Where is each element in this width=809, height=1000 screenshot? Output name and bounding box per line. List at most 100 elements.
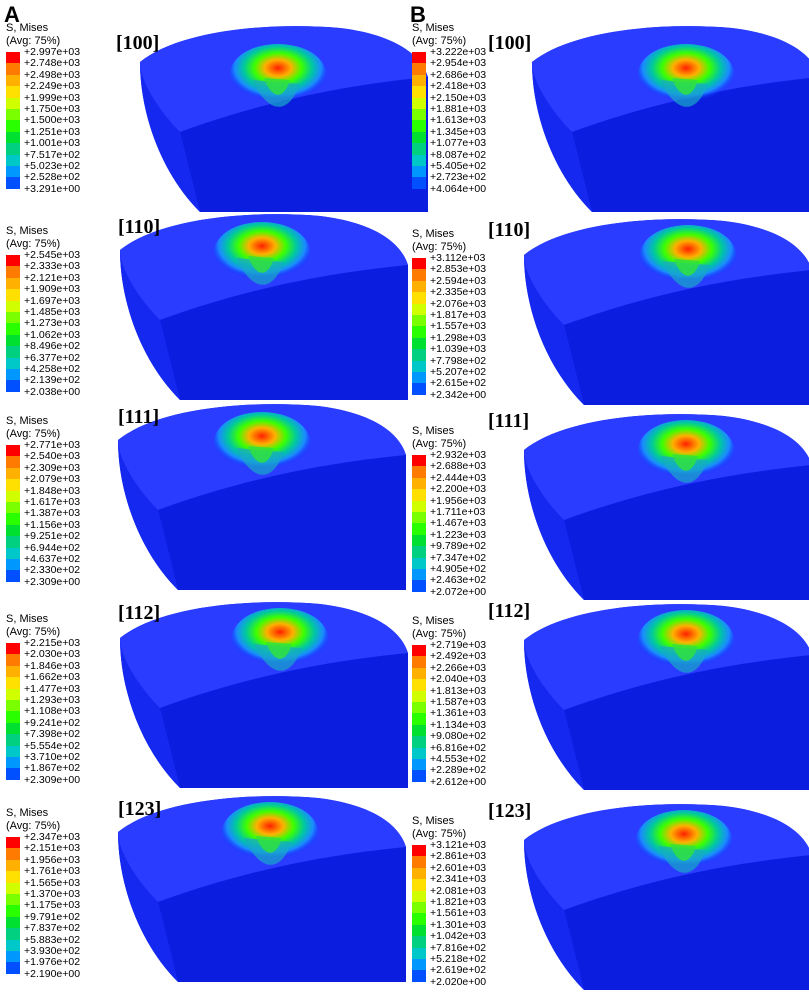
- fe-model-render: [524, 804, 809, 990]
- legend-value: +3.710e+02: [24, 750, 81, 763]
- legend-color-swatch: [6, 882, 20, 894]
- legend-value: +2.997e+03: [24, 46, 81, 58]
- legend-value: +2.330e+02: [24, 564, 81, 577]
- legend-title-averaging: (Avg: 75%): [6, 35, 61, 47]
- legend-title: S, Mises (Avg: 75%): [6, 613, 60, 639]
- legend-title-variable: S, Mises: [6, 22, 49, 34]
- legend-color-swatch: [6, 711, 20, 723]
- legend-value: +2.266e+03: [430, 661, 487, 674]
- legend-color-swatch: [6, 143, 20, 155]
- crystal-direction-label: [110]: [118, 216, 161, 238]
- legend-color-swatch: [6, 177, 20, 189]
- legend-value: +2.347e+03: [24, 831, 81, 843]
- legend-value: +2.619e+02: [430, 964, 487, 977]
- legend-value: +1.999e+03: [24, 91, 81, 104]
- legend-color-swatch: [6, 768, 20, 780]
- legend-value: +2.215e+03: [24, 637, 81, 649]
- legend-value: +2.418e+03: [430, 80, 487, 93]
- legend-color-swatch: [6, 950, 20, 963]
- legend-color-swatch: [6, 266, 20, 278]
- legend-value: +3.291e+00: [24, 182, 81, 195]
- legend-color-swatch: [6, 734, 20, 746]
- legend-value: +2.309e+00: [24, 773, 81, 786]
- legend-value: +8.087e+02: [430, 148, 487, 161]
- legend-value: +2.723e+02: [430, 171, 487, 184]
- legend-color-swatch: [412, 511, 426, 524]
- legend-color-swatch: [412, 314, 426, 327]
- legend-color-swatch: [6, 916, 20, 929]
- legend-color-swatch: [6, 699, 20, 712]
- crystal-direction-label: [100]: [488, 32, 532, 54]
- legend-color-swatch: [6, 893, 20, 906]
- legend-value: +2.289e+02: [430, 764, 487, 777]
- legend-value: +2.200e+03: [430, 483, 487, 496]
- legend-value: +2.121e+03: [24, 271, 81, 284]
- legend-value: +2.686e+03: [430, 68, 487, 81]
- legend-color-swatch: [412, 466, 426, 478]
- legend-value: +1.848e+03: [24, 484, 81, 497]
- legend-value: +2.853e+03: [430, 263, 487, 276]
- legend-value: +1.761e+03: [24, 865, 81, 878]
- legend-title: S, Mises (Avg: 75%): [412, 228, 466, 254]
- legend-value: +2.861e+03: [430, 850, 487, 863]
- legend-value: +3.121e+03: [430, 839, 487, 851]
- legend-color-swatch: [6, 490, 20, 502]
- legend-title: S, Mises (Avg: 75%): [412, 615, 466, 641]
- legend-value: +2.341e+03: [430, 873, 487, 886]
- legend-color-swatch: [412, 500, 426, 512]
- legend-color-swatch: [412, 269, 426, 281]
- legend-value: +2.030e+03: [24, 648, 81, 661]
- fe-model-render: [120, 602, 408, 788]
- legend-color-swatch: [412, 360, 426, 372]
- legend-color-swatch: [6, 120, 20, 132]
- legend-title-averaging: (Avg: 75%): [6, 428, 61, 440]
- legend-value: +1.817e+03: [430, 308, 487, 321]
- legend-value: +1.561e+03: [430, 907, 487, 920]
- legend-color-swatch: [6, 524, 20, 537]
- legend-color-swatch: [6, 501, 20, 514]
- legend-value: +1.976e+02: [24, 956, 81, 969]
- legend-color-swatch: [412, 645, 426, 657]
- legend-value: +1.821e+03: [430, 895, 487, 908]
- legend-value: +2.463e+02: [430, 574, 487, 587]
- legend-color-swatch: [6, 154, 20, 166]
- legend-value: +2.528e+02: [24, 171, 81, 184]
- legend-color-swatch: [6, 665, 20, 678]
- legend-value: +2.342e+00: [430, 388, 487, 401]
- legend-color-swatch: [6, 905, 20, 917]
- legend-value: +9.080e+02: [430, 730, 487, 743]
- legend-color-swatch: [412, 455, 426, 467]
- legend-value: +1.273e+03: [24, 317, 81, 330]
- legend-title-variable: S, Mises: [412, 228, 455, 240]
- stress-panel-a-112: S, Mises (Avg: 75%) +2.215e+03 +2.030e+03 +1…: [0, 598, 408, 793]
- crystal-direction-label: [123]: [118, 798, 162, 820]
- legend-color-swatch: [412, 523, 426, 535]
- legend-value: +1.387e+03: [24, 507, 81, 520]
- legend-value: +2.150e+03: [430, 91, 487, 104]
- legend-title-variable: S, Mises: [412, 22, 455, 34]
- legend-color-swatch: [6, 63, 20, 75]
- legend-value: +1.485e+03: [24, 305, 81, 318]
- legend-value: +1.662e+03: [24, 671, 81, 684]
- legend-value: +1.587e+03: [430, 695, 487, 708]
- legend-color-swatch: [412, 303, 426, 315]
- legend-color-swatch: [412, 701, 426, 714]
- legend-value: +1.345e+03: [430, 125, 487, 138]
- legend-color-swatch: [6, 547, 20, 559]
- legend-value: +4.553e+02: [430, 752, 487, 765]
- stress-panel-b-112: S, Mises (Avg: 75%) +2.719e+03 +2.492e+03 +2…: [406, 600, 809, 795]
- legend-color-swatch: [412, 63, 426, 75]
- legend-value: +5.883e+02: [24, 933, 81, 946]
- legend-value: +2.954e+03: [430, 57, 487, 70]
- legend-value: +6.944e+02: [24, 541, 81, 554]
- legend-value: +1.042e+03: [430, 930, 487, 943]
- legend-value: +2.309e+03: [24, 461, 81, 474]
- fe-model-render: [118, 796, 406, 982]
- legend-value: +4.905e+02: [430, 562, 487, 575]
- legend-color-swatch: [412, 713, 426, 725]
- legend-title: S, Mises (Avg: 75%): [6, 225, 60, 251]
- legend-color-swatch: [6, 357, 20, 369]
- legend-color-swatch: [412, 568, 426, 581]
- legend-title-variable: S, Mises: [6, 415, 49, 427]
- legend-value: +2.151e+03: [24, 842, 81, 855]
